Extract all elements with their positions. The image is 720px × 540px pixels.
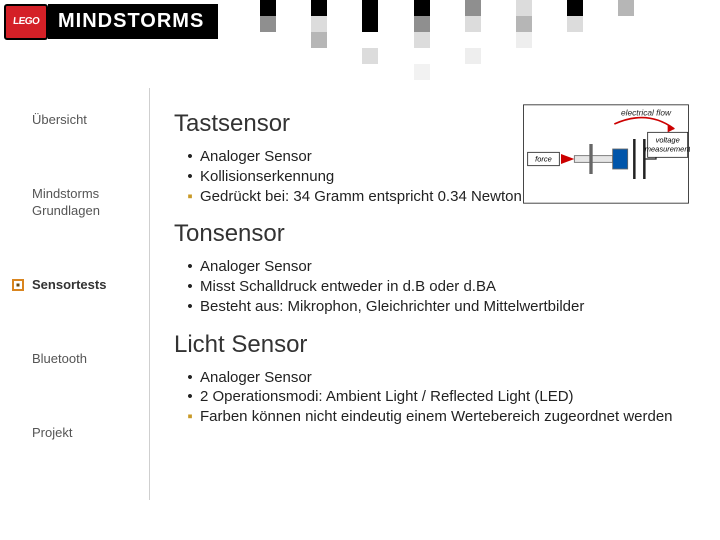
sidebar-item-label: Übersicht (32, 112, 87, 127)
sidebar-item-2[interactable]: Sensortests (10, 277, 141, 293)
sidebar-item-label: Mindstorms Grundlagen (32, 186, 100, 217)
bullet-text: Misst Schalldruck entweder in d.B oder d… (200, 278, 496, 297)
sidebar-item-0[interactable]: Übersicht (10, 112, 141, 128)
bullet-mark-icon: • (180, 278, 200, 297)
bullet-mark-icon: • (180, 258, 200, 277)
section-2: Licht Sensor •Analoger Sensor•2 Operation… (174, 331, 698, 427)
lego-logo-text: LEGO (12, 16, 39, 27)
header: LEGO MINDSTORMS (0, 0, 720, 48)
svg-text:measurement: measurement (645, 145, 690, 154)
bullet-mark-icon: • (180, 148, 200, 167)
sidebar-item-label: Sensortests (32, 277, 106, 292)
pixel (516, 0, 532, 16)
bullet-mark-icon: ▪ (180, 408, 200, 427)
bullet-item: •Analoger Sensor (180, 258, 698, 277)
pixel (414, 16, 430, 32)
bullet-mark-icon: • (180, 369, 200, 388)
bullet-item: •2 Operationsmodi: Ambient Light / Refle… (180, 388, 698, 407)
pixel (414, 32, 430, 48)
sidebar-item-4[interactable]: Projekt (10, 425, 141, 441)
bullet-text: Besteht aus: Mikrophon, Gleichrichter un… (200, 298, 584, 317)
pixel (414, 64, 430, 80)
pixel (260, 16, 276, 32)
bullet-item: •Misst Schalldruck entweder in d.B oder … (180, 278, 698, 297)
bullet-mark-icon: • (180, 298, 200, 317)
pixel (465, 0, 481, 16)
bullet-text: Analoger Sensor (200, 258, 312, 277)
sidebar-item-label: Projekt (32, 425, 72, 440)
pixel (516, 16, 532, 32)
pixel (311, 16, 327, 32)
main-content: Tastsensorelectrical flowforcevoltagemea… (150, 88, 710, 500)
pixel (618, 0, 634, 16)
bullet-mark-icon: ▪ (180, 188, 200, 207)
bullet-list: •Analoger Sensor•2 Operationsmodi: Ambie… (174, 369, 698, 427)
pixel (362, 48, 378, 64)
svg-text:voltage: voltage (656, 135, 680, 144)
bullet-mark-icon: • (180, 388, 200, 407)
bullet-item: •Besteht aus: Mikrophon, Gleichrichter u… (180, 298, 698, 317)
pixel (516, 32, 532, 48)
bullet-text: Kollisionserkennung (200, 168, 334, 187)
section-title: Tonsensor (174, 220, 698, 248)
pixel (311, 32, 327, 48)
sidebar-item-label: Bluetooth (32, 351, 87, 366)
svg-text:force: force (535, 155, 552, 164)
touch-sensor-diagram: electrical flow force voltagemeasurement (522, 104, 690, 204)
sidebar-nav: Übersicht Mindstorms Grundlagen Sensortest… (10, 88, 150, 500)
bullet-text: 2 Operationsmodi: Ambient Light / Reflec… (200, 388, 574, 407)
bullet-item: •Analoger Sensor (180, 369, 698, 388)
pixel (567, 0, 583, 16)
brand-block: LEGO MINDSTORMS (0, 0, 218, 40)
sidebar-item-1[interactable]: Mindstorms Grundlagen (10, 186, 141, 219)
pixel-decoration (260, 0, 720, 80)
brand-product-name: MINDSTORMS (48, 4, 218, 39)
bullet-text: Analoger Sensor (200, 148, 312, 167)
bullet-text: Farben können nicht eindeutig einem Wert… (200, 408, 673, 427)
pixel (311, 0, 327, 16)
pixel (414, 0, 430, 16)
section-title: Licht Sensor (174, 331, 698, 359)
bullet-list: •Analoger Sensor•Misst Schalldruck entwe… (174, 258, 698, 316)
bullet-text: Gedrückt bei: 34 Gramm entspricht 0.34 N… (200, 188, 522, 207)
content-area: Übersicht Mindstorms Grundlagen Sensortest… (0, 48, 720, 500)
pixel (260, 0, 276, 16)
bullet-text: Analoger Sensor (200, 369, 312, 388)
section-0: Tastsensorelectrical flowforcevoltagemea… (174, 110, 698, 206)
section-1: Tonsensor•Analoger Sensor•Misst Schalldr… (174, 220, 698, 316)
pixel (465, 16, 481, 32)
pixel (465, 48, 481, 64)
sidebar-item-3[interactable]: Bluetooth (10, 351, 141, 367)
pixel (362, 16, 378, 32)
pixel (362, 0, 378, 16)
bullet-mark-icon: • (180, 168, 200, 187)
pixel (567, 16, 583, 32)
bullet-item: ▪Farben können nicht eindeutig einem Wer… (180, 408, 698, 427)
svg-text:electrical flow: electrical flow (621, 108, 672, 118)
lego-logo: LEGO (4, 4, 48, 40)
active-icon (12, 279, 24, 291)
